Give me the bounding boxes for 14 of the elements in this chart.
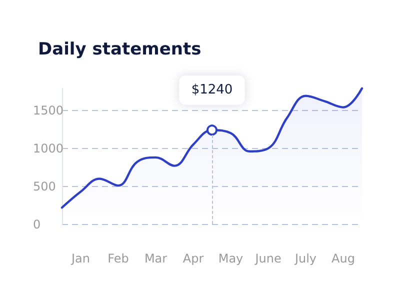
x-tick-label: Mar	[144, 251, 168, 266]
x-tick-label: Apr	[182, 251, 204, 266]
data-label: $1240	[191, 82, 233, 98]
x-tick-label: Feb	[108, 251, 129, 266]
x-tick-label: May	[218, 251, 244, 266]
y-tick-label: 1500	[33, 103, 64, 118]
x-tick-label: Jan	[70, 251, 90, 266]
y-tick-label: 500	[33, 179, 56, 194]
chart-title: Daily statements	[38, 40, 202, 60]
x-tick-label: Aug	[332, 251, 355, 266]
y-tick-label: 1000	[33, 141, 64, 156]
y-tick-label: 0	[33, 217, 41, 232]
x-tick-label: June	[254, 251, 282, 266]
x-tick-label: July	[294, 251, 317, 266]
